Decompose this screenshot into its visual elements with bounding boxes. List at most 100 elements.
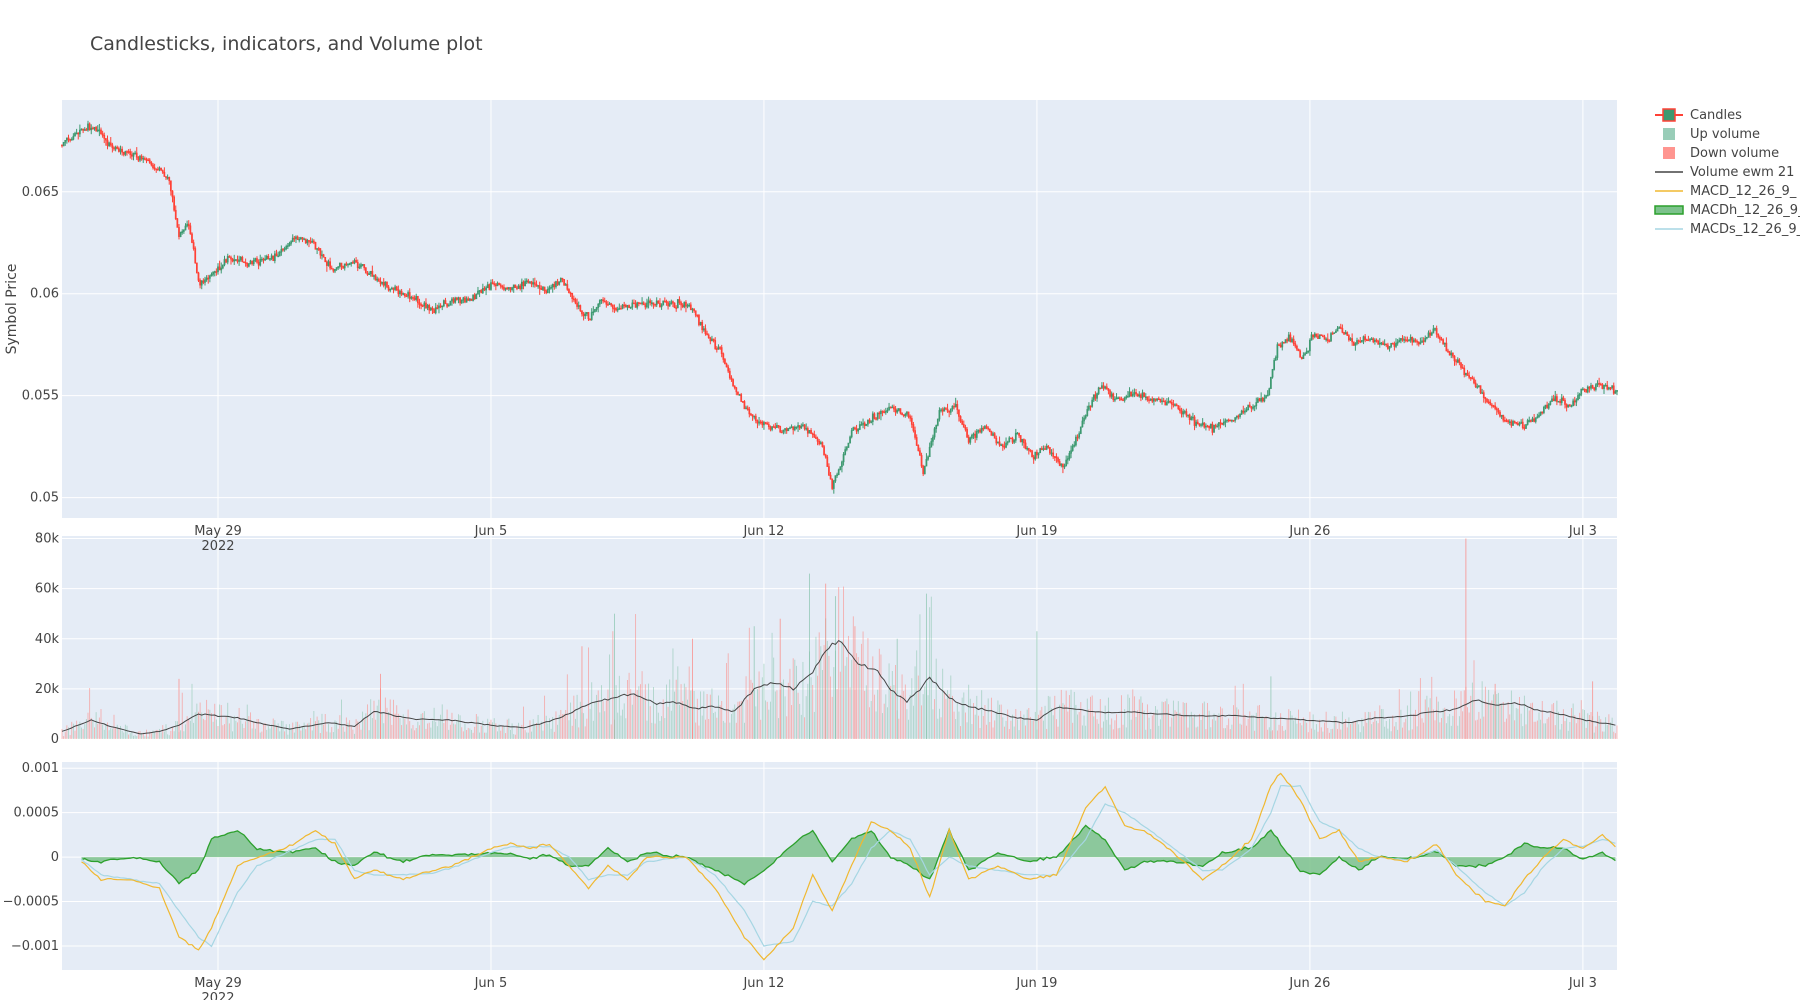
down-volume-bar[interactable]: [384, 697, 386, 739]
candle[interactable]: [1099, 387, 1102, 390]
up-volume-bar[interactable]: [807, 683, 809, 739]
candle[interactable]: [546, 286, 549, 294]
down-volume-bar[interactable]: [901, 674, 903, 739]
candle[interactable]: [776, 422, 778, 428]
candle[interactable]: [751, 414, 754, 421]
down-volume-bar[interactable]: [1288, 709, 1290, 739]
up-volume-bar[interactable]: [557, 724, 559, 739]
candle[interactable]: [1206, 424, 1209, 428]
up-volume-bar[interactable]: [134, 735, 136, 739]
up-volume-bar[interactable]: [687, 699, 689, 739]
candle[interactable]: [771, 426, 773, 432]
up-volume-bar[interactable]: [116, 724, 118, 739]
candle[interactable]: [174, 205, 177, 221]
up-volume-bar[interactable]: [1380, 709, 1382, 739]
down-volume-bar[interactable]: [1372, 721, 1374, 739]
up-volume-bar[interactable]: [609, 654, 611, 739]
up-volume-bar[interactable]: [111, 728, 113, 739]
candle[interactable]: [381, 281, 383, 286]
up-volume-bar[interactable]: [896, 638, 898, 739]
candle[interactable]: [210, 272, 213, 277]
up-volume-bar[interactable]: [266, 729, 268, 739]
down-volume-bar[interactable]: [898, 718, 900, 739]
up-volume-bar[interactable]: [1125, 727, 1127, 739]
down-volume-bar[interactable]: [735, 722, 737, 739]
down-volume-bar[interactable]: [1033, 720, 1035, 739]
up-volume-bar[interactable]: [1018, 730, 1020, 739]
up-volume-bar[interactable]: [251, 728, 253, 739]
candle[interactable]: [80, 128, 83, 131]
down-volume-bar[interactable]: [310, 718, 312, 739]
up-volume-bar[interactable]: [201, 712, 203, 739]
candle[interactable]: [868, 418, 871, 424]
candle[interactable]: [249, 259, 252, 265]
candle[interactable]: [394, 284, 396, 292]
candle[interactable]: [364, 267, 367, 274]
candle[interactable]: [462, 296, 465, 304]
candle[interactable]: [189, 222, 192, 235]
up-volume-bar[interactable]: [1036, 631, 1038, 739]
candle[interactable]: [303, 237, 305, 241]
up-volume-bar[interactable]: [318, 720, 320, 739]
down-volume-bar[interactable]: [100, 709, 102, 739]
up-volume-bar[interactable]: [1262, 716, 1264, 739]
candle[interactable]: [1286, 337, 1289, 344]
candle[interactable]: [936, 418, 939, 427]
down-volume-bar[interactable]: [1564, 721, 1566, 739]
candle[interactable]: [1083, 415, 1085, 425]
candle[interactable]: [1354, 342, 1357, 351]
candle[interactable]: [475, 293, 478, 300]
candle[interactable]: [473, 292, 476, 301]
candle[interactable]: [264, 255, 266, 262]
up-volume-bar[interactable]: [1106, 719, 1108, 739]
candle[interactable]: [1234, 417, 1237, 423]
up-volume-bar[interactable]: [1437, 701, 1439, 739]
down-volume-bar[interactable]: [1408, 730, 1410, 739]
candle[interactable]: [1149, 398, 1152, 402]
candle[interactable]: [663, 297, 666, 303]
down-volume-bar[interactable]: [856, 653, 858, 739]
candle[interactable]: [1255, 397, 1258, 410]
candle[interactable]: [1505, 418, 1508, 423]
up-volume-bar[interactable]: [212, 721, 214, 739]
candle[interactable]: [1489, 399, 1492, 406]
up-volume-bar[interactable]: [1538, 712, 1540, 739]
down-volume-bar[interactable]: [412, 725, 414, 739]
up-volume-bar[interactable]: [1416, 726, 1418, 739]
candle[interactable]: [1299, 349, 1302, 358]
up-volume-bar[interactable]: [185, 724, 186, 739]
candle[interactable]: [1385, 343, 1388, 348]
down-volume-bar[interactable]: [1254, 730, 1256, 739]
down-volume-bar[interactable]: [1233, 705, 1234, 739]
candle[interactable]: [1606, 380, 1609, 391]
up-volume-bar[interactable]: [1127, 694, 1129, 739]
up-volume-bar[interactable]: [175, 721, 177, 739]
up-volume-bar[interactable]: [821, 670, 823, 739]
up-volume-bar[interactable]: [1083, 715, 1085, 739]
candle[interactable]: [592, 306, 595, 316]
up-volume-bar[interactable]: [987, 698, 989, 739]
candle[interactable]: [1543, 405, 1545, 415]
candle[interactable]: [1408, 338, 1410, 342]
up-volume-bar[interactable]: [1002, 717, 1004, 739]
candle[interactable]: [116, 145, 119, 150]
candle[interactable]: [247, 263, 250, 268]
candle[interactable]: [1565, 403, 1568, 412]
candle[interactable]: [1578, 392, 1581, 399]
up-volume-bar[interactable]: [280, 720, 282, 739]
down-volume-bar[interactable]: [581, 646, 583, 739]
up-volume-bar[interactable]: [765, 700, 767, 739]
up-volume-bar[interactable]: [1293, 720, 1295, 739]
down-volume-bar[interactable]: [1588, 715, 1590, 739]
candle[interactable]: [392, 287, 395, 294]
candle[interactable]: [1169, 400, 1172, 404]
up-volume-bar[interactable]: [800, 714, 802, 739]
up-volume-bar[interactable]: [1200, 719, 1202, 739]
candle[interactable]: [269, 258, 271, 262]
candle[interactable]: [1162, 397, 1165, 403]
candle[interactable]: [823, 444, 825, 456]
candle[interactable]: [889, 406, 892, 409]
down-volume-bar[interactable]: [61, 728, 63, 739]
up-volume-bar[interactable]: [795, 665, 797, 739]
candle[interactable]: [1044, 445, 1046, 450]
